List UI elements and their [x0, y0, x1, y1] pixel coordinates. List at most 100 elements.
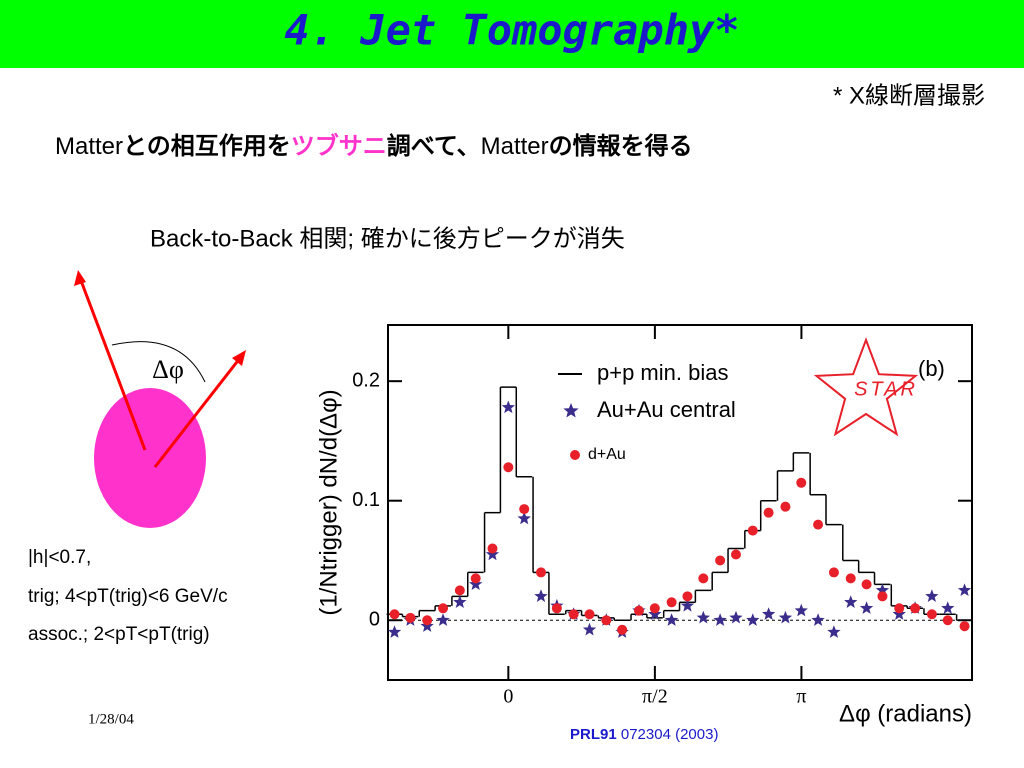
star-point: [648, 607, 662, 620]
angle-arc: [111, 341, 206, 383]
circle-point: [813, 519, 824, 530]
subtitle: Matterとの相互作用をツブサニ調べて、Matterの情報を得る: [55, 132, 693, 160]
circle-point: [877, 591, 888, 602]
citation: PRL91 072304 (2003): [570, 726, 718, 743]
star-point: [420, 619, 434, 632]
star-point: [664, 613, 679, 626]
star-point: [778, 610, 793, 624]
star-point: [453, 595, 467, 608]
star-point: [469, 577, 483, 590]
header-bar: [0, 0, 1024, 68]
circle-point: [828, 567, 839, 578]
panel-label: (b): [918, 356, 945, 381]
subtitle-part: との相互作用を: [123, 133, 291, 160]
jet-arrow: [153, 357, 242, 468]
circle-point: [519, 504, 530, 515]
star-point: [827, 625, 841, 638]
star-point: [811, 613, 825, 626]
cut-text: |h|<0.7,: [28, 547, 91, 568]
circle-point: [405, 612, 416, 623]
circle-point: [649, 603, 660, 614]
circle-point: [422, 615, 433, 626]
circle-point: [568, 609, 579, 620]
star-point: [387, 625, 402, 638]
slide-title: 4. Jet Tomography*: [284, 6, 739, 55]
subtitle-part: Matter: [481, 133, 549, 160]
circle-point: [698, 573, 709, 584]
citation-ref: 072304 (2003): [617, 726, 719, 743]
chart: 0 0.1 0.2 0 π/2 π Δφ (radians) (1/Ntrigger) dN/…: [315, 324, 973, 727]
y-axis-label: (1/Ntrigger) dN/d(Δφ): [315, 389, 342, 615]
legend-swatch: [570, 450, 580, 460]
circle-point: [454, 585, 465, 596]
star-point: [696, 610, 710, 624]
cut-text: assoc.; 2<pT<pT(trig): [28, 624, 210, 645]
x-axis-label: Δφ (radians): [839, 700, 972, 727]
y-tick-label: 0.1: [352, 489, 380, 511]
circle-point: [845, 573, 856, 584]
angle-label: Δφ: [152, 355, 184, 384]
subtitle-part: 調べて、: [387, 132, 481, 160]
circle-point: [730, 549, 741, 560]
plot-frame: [387, 324, 973, 681]
star-point: [746, 613, 760, 626]
arrow-head: [232, 350, 246, 366]
circle-point: [470, 573, 481, 584]
circle-point: [780, 501, 791, 512]
x-tick-label: π/2: [642, 686, 668, 708]
circle-point: [682, 591, 693, 602]
circle-point: [959, 621, 970, 632]
circle-point: [763, 507, 774, 518]
circle-point: [796, 477, 807, 488]
circle-point: [894, 603, 905, 614]
star-point: [794, 603, 808, 617]
circle-point: [861, 579, 872, 590]
circle-point: [715, 555, 726, 566]
circle-point: [747, 525, 758, 536]
jet-arrow: [78, 277, 147, 451]
circle-point: [551, 603, 562, 614]
star-point: [925, 589, 939, 602]
y-tick-label: 0.2: [352, 369, 380, 391]
circle-point: [503, 462, 514, 473]
x-tick-label: π: [796, 686, 806, 708]
star-point: [729, 610, 743, 624]
star-point: [534, 589, 548, 602]
logo-text: STAR: [854, 378, 918, 400]
star-point: [859, 601, 874, 614]
legend-label: Au+Au central: [597, 397, 736, 422]
circle-point: [584, 609, 595, 620]
arrow-head: [74, 270, 86, 286]
star-point: [957, 583, 972, 596]
star-point: [892, 607, 906, 620]
x-tick-label: 0: [503, 686, 513, 708]
statement: Back-to-Back 相関; 確かに後方ピークが消失: [150, 225, 625, 252]
footnote: * X線断層撮影: [833, 82, 985, 109]
star-point: [485, 547, 500, 561]
subtitle-part: の情報を得る: [549, 132, 693, 160]
star-point: [875, 583, 890, 596]
logo-star: [813, 337, 919, 437]
circle-point: [535, 567, 546, 578]
subtitle-part: ツブサニ: [291, 132, 387, 160]
circle-point: [617, 624, 628, 635]
circle-point: [633, 605, 644, 616]
circle-point: [910, 603, 921, 614]
circle-point: [438, 603, 449, 614]
circle-point: [942, 615, 953, 626]
legend-label: d+Au: [588, 446, 626, 463]
star-point: [501, 400, 515, 414]
circle-point: [926, 609, 937, 620]
y-tick-label: 0: [369, 609, 380, 631]
star-point: [941, 601, 955, 614]
circle-point: [666, 597, 677, 608]
citation-journal: PRL91: [570, 726, 617, 743]
star-point: [680, 598, 695, 612]
cut-text: trig; 4<pT(trig)<6 GeV/c: [28, 586, 228, 607]
star-point: [582, 622, 597, 636]
star-point: [517, 511, 531, 525]
date: 1/28/04: [88, 711, 134, 727]
star-point: [762, 607, 776, 620]
circle-point: [601, 615, 612, 626]
